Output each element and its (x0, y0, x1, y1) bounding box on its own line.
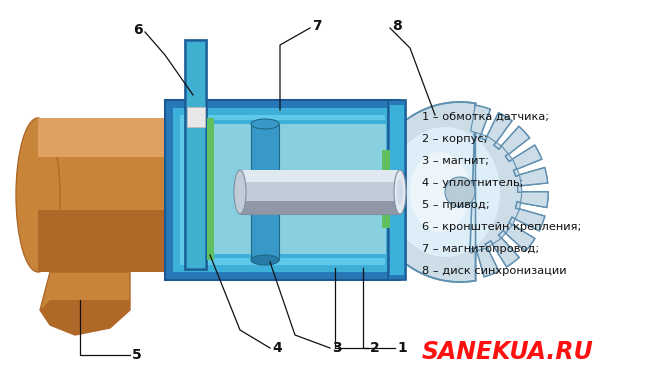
Polygon shape (471, 105, 490, 140)
Text: 5 – привод;: 5 – привод; (422, 200, 490, 210)
Polygon shape (470, 248, 499, 277)
Bar (187, 107, 205, 127)
Polygon shape (509, 209, 545, 231)
Ellipse shape (397, 179, 403, 205)
Bar (382, 196, 390, 228)
Text: 7: 7 (312, 19, 321, 33)
Bar (251, 124, 279, 260)
Polygon shape (40, 272, 130, 335)
Ellipse shape (390, 127, 500, 257)
Bar (165, 100, 400, 280)
Bar (180, 115, 385, 265)
Bar (207, 118, 214, 260)
Ellipse shape (410, 152, 470, 232)
Ellipse shape (16, 118, 60, 272)
Text: 2: 2 (370, 341, 380, 355)
Text: 2 – корпус;: 2 – корпус; (422, 134, 488, 144)
Polygon shape (499, 225, 535, 251)
Ellipse shape (234, 170, 246, 214)
Text: 1 – обмотка датчика;: 1 – обмотка датчика; (422, 112, 549, 122)
Text: 8: 8 (392, 19, 402, 33)
Bar (240, 201, 400, 214)
Polygon shape (516, 192, 548, 209)
Text: 3: 3 (332, 341, 342, 355)
Text: 7 – магнитопровод;: 7 – магнитопровод; (422, 244, 539, 254)
Bar (185, 40, 207, 270)
Polygon shape (485, 238, 519, 267)
Ellipse shape (251, 255, 279, 265)
Bar (390, 105, 404, 275)
Text: 4 – уплотнитель;: 4 – уплотнитель; (422, 178, 523, 188)
Bar (38, 211, 175, 272)
Text: 1: 1 (397, 341, 407, 355)
Text: 3 – магнит;: 3 – магнит; (422, 156, 489, 166)
Polygon shape (518, 168, 548, 192)
Text: 8 – диск синхронизации: 8 – диск синхронизации (422, 266, 566, 276)
Ellipse shape (251, 119, 279, 129)
Text: 6 – кронштейн крепления;: 6 – кронштейн крепления; (422, 222, 581, 232)
Polygon shape (40, 300, 130, 335)
Bar (173, 108, 392, 272)
Bar (240, 170, 400, 214)
Bar (388, 100, 406, 280)
Bar (38, 118, 175, 157)
Polygon shape (487, 113, 512, 149)
Ellipse shape (394, 170, 406, 214)
Polygon shape (501, 126, 529, 161)
Ellipse shape (445, 177, 475, 207)
Text: 5: 5 (132, 348, 142, 362)
Text: 6: 6 (134, 23, 143, 37)
Bar (240, 170, 400, 182)
Bar (210, 120, 390, 258)
Bar (187, 42, 205, 268)
Polygon shape (370, 102, 548, 282)
Text: 4: 4 (272, 341, 282, 355)
Text: SANEKUA.RU: SANEKUA.RU (422, 340, 594, 364)
Polygon shape (513, 145, 541, 176)
Bar (214, 124, 386, 254)
Bar (382, 150, 390, 182)
Bar (38, 118, 175, 272)
